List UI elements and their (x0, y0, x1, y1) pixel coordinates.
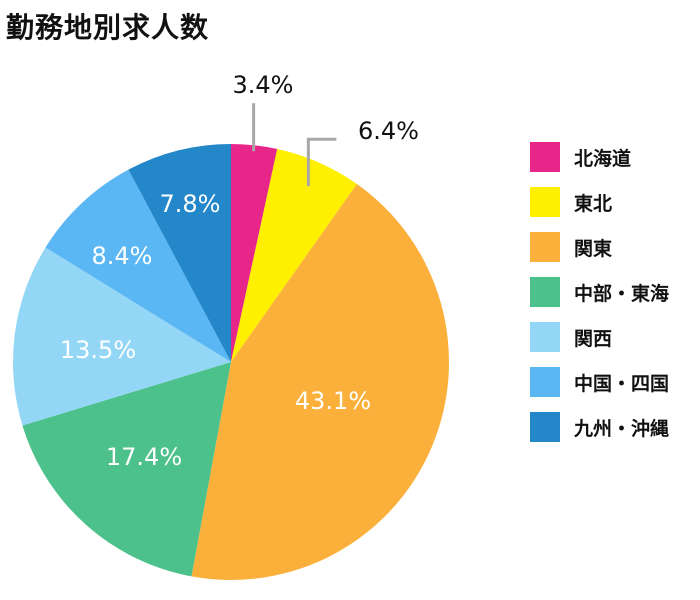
pie-slice (191, 184, 450, 581)
legend-item: 九州・沖縄 (530, 412, 669, 442)
legend-item: 関東 (530, 232, 669, 262)
data-label: 3.4% (233, 71, 294, 99)
pie-slice (231, 144, 278, 362)
legend-label: 中部・東海 (574, 282, 670, 305)
legend-swatch (530, 142, 560, 172)
pie-slice (231, 148, 357, 362)
legend-swatch (530, 412, 560, 442)
legend-label: 東北 (574, 192, 613, 215)
legend-label: 関東 (574, 237, 613, 260)
pie-slice (45, 169, 232, 362)
legend-item: 中部・東海 (530, 277, 669, 307)
legend-swatch (530, 322, 560, 352)
legend-item: 東北 (530, 187, 669, 217)
data-label: 43.1% (295, 387, 371, 415)
legend-item: 北海道 (530, 142, 669, 172)
legend-label: 北海道 (574, 147, 632, 170)
data-label: 7.8% (160, 190, 221, 218)
legend-item: 中国・四国 (530, 367, 669, 397)
legend-swatch (530, 187, 560, 217)
data-label: 13.5% (60, 336, 136, 364)
legend-label: 中国・四国 (574, 372, 670, 395)
chart-title: 勤務地別求人数 (6, 11, 210, 44)
data-label: 17.4% (106, 443, 182, 471)
legend: 北海道 東北 関東 中部・東海 関西 中国・四国 九州・沖縄 (530, 142, 669, 457)
leader-line (306, 137, 337, 187)
data-label: 8.4% (92, 242, 153, 270)
legend-swatch (530, 232, 560, 262)
legend-item: 関西 (530, 322, 669, 352)
legend-label: 関西 (574, 327, 613, 350)
pie-slice (13, 247, 232, 426)
legend-swatch (530, 277, 560, 307)
data-label: 6.4% (358, 117, 419, 145)
legend-swatch (530, 367, 560, 397)
pie-slice (128, 144, 231, 362)
pie-slice (22, 362, 232, 577)
legend-label: 九州・沖縄 (574, 417, 670, 440)
